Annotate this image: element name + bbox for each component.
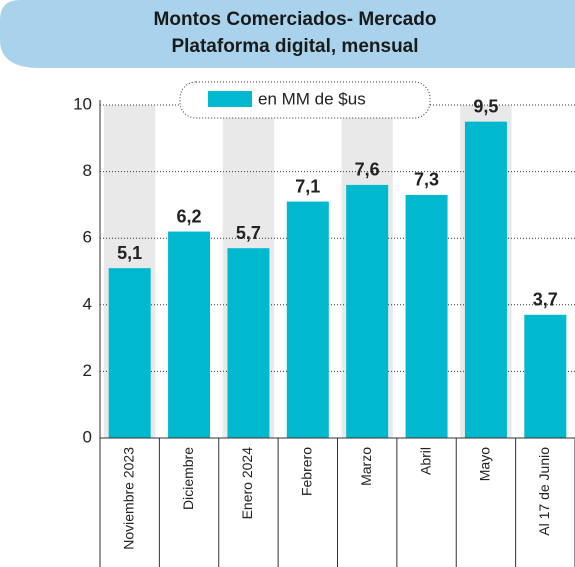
legend-label: en MM de $us: [258, 89, 366, 108]
value-label: 6,2: [177, 206, 202, 226]
x-tick-label: Diciembre: [180, 447, 196, 510]
x-tick-label: Mayo: [477, 447, 493, 481]
y-tick-label: 4: [83, 294, 92, 313]
value-label: 9,5: [473, 96, 498, 116]
value-label: 7,6: [355, 160, 380, 180]
bar: [168, 231, 211, 438]
x-tick-label: Al 17 de Junio: [536, 447, 552, 536]
bar: [108, 268, 151, 438]
chart-subtitle: Plataforma digital, mensual: [171, 36, 418, 57]
bar: [286, 201, 329, 438]
x-tick-label: Noviembre 2023: [120, 447, 136, 550]
x-tick-label: Marzo: [358, 447, 374, 486]
value-label: 7,3: [414, 170, 439, 190]
x-tick-label: Febrero: [299, 447, 315, 496]
value-label: 3,7: [533, 290, 558, 310]
chart-title: Montos Comerciados- Mercado: [154, 9, 437, 30]
y-tick-label: 0: [83, 427, 92, 446]
title-banner: [0, 0, 575, 68]
x-tick-label: Enero 2024: [239, 447, 255, 520]
bar: [464, 121, 507, 439]
x-tick-label: Abril: [417, 447, 433, 475]
bar: [524, 314, 567, 438]
bar: [346, 184, 389, 438]
bar: [405, 194, 448, 438]
value-label: 7,1: [295, 176, 320, 196]
y-tick-label: 6: [83, 228, 92, 247]
y-tick-label: 10: [73, 94, 92, 113]
bar: [227, 248, 270, 438]
value-label: 5,7: [236, 223, 261, 243]
value-label: 5,1: [117, 243, 142, 263]
y-tick-label: 8: [83, 161, 92, 180]
legend-swatch: [208, 91, 252, 107]
y-tick-label: 2: [83, 361, 92, 380]
